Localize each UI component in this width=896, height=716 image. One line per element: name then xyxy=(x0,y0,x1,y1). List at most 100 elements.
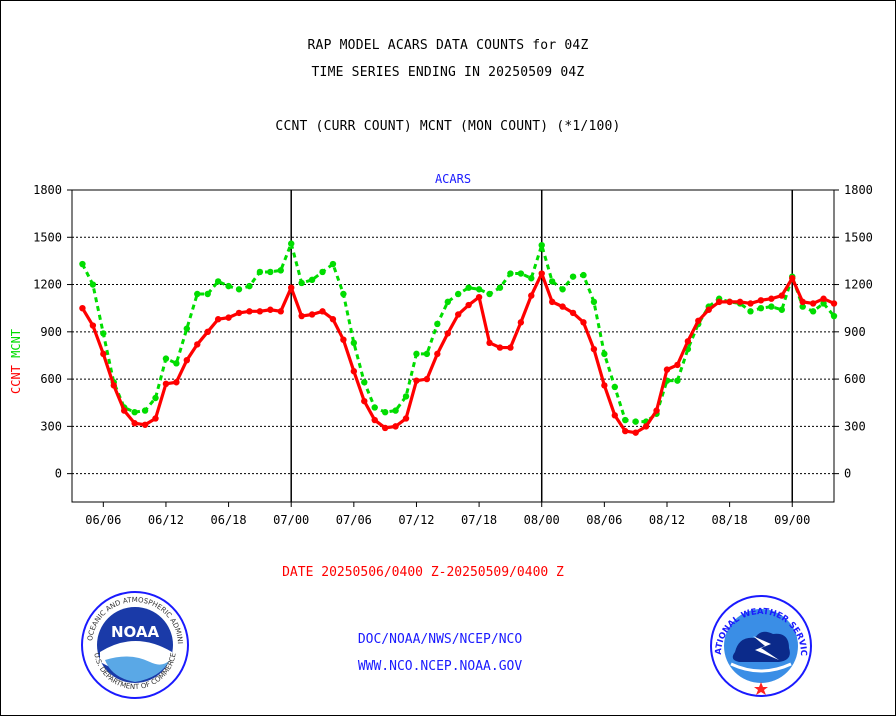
data-point-mcnt xyxy=(569,273,577,280)
data-point-mcnt xyxy=(601,350,608,358)
data-point-mcnt xyxy=(507,270,514,277)
data-point-mcnt xyxy=(277,267,284,274)
x-tick-label: 08/12 xyxy=(649,513,685,527)
data-point-ccnt xyxy=(100,350,107,358)
data-point-ccnt xyxy=(79,304,86,312)
data-point-mcnt xyxy=(204,290,211,298)
data-point-mcnt xyxy=(225,282,232,290)
data-point-ccnt xyxy=(642,423,650,430)
y-tick-label-right: 600 xyxy=(844,372,866,386)
data-point-mcnt xyxy=(183,325,191,332)
data-point-ccnt xyxy=(141,421,149,428)
chart-title-acars: ACARS xyxy=(435,172,471,186)
data-point-mcnt xyxy=(381,408,389,416)
y-tick-label-left: 1500 xyxy=(33,230,62,244)
data-point-mcnt xyxy=(757,304,765,312)
data-point-ccnt xyxy=(465,301,472,309)
data-point-ccnt xyxy=(246,308,253,315)
date-range-label: DATE 20250506/0400 Z-20250509/0400 Z xyxy=(282,565,564,580)
data-point-mcnt xyxy=(455,290,462,298)
data-point-mcnt xyxy=(214,278,222,285)
data-point-mcnt xyxy=(267,268,274,276)
data-point-ccnt xyxy=(162,380,170,388)
data-point-mcnt xyxy=(402,393,410,400)
data-point-mcnt xyxy=(194,290,201,298)
chart-title-line1: RAP MODEL ACARS DATA COUNTS for 04Z xyxy=(307,38,589,53)
x-tick-label: 08/18 xyxy=(712,513,748,527)
data-point-mcnt xyxy=(298,279,305,287)
data-point-ccnt xyxy=(684,338,692,345)
data-point-mcnt xyxy=(799,303,806,310)
x-tick-label: 06/18 xyxy=(211,513,247,527)
data-point-ccnt xyxy=(183,356,191,364)
data-point-ccnt xyxy=(225,314,232,321)
y-tick-label-left: 300 xyxy=(40,419,62,433)
data-point-ccnt xyxy=(455,311,462,318)
data-point-ccnt xyxy=(601,382,608,389)
data-point-ccnt xyxy=(392,423,399,430)
data-point-mcnt xyxy=(475,286,483,293)
x-tick-label: 08/00 xyxy=(524,513,560,527)
y-tick-label-right: 1500 xyxy=(844,230,873,244)
data-point-ccnt xyxy=(726,298,733,306)
data-point-ccnt xyxy=(361,397,368,405)
data-point-mcnt xyxy=(162,355,170,362)
data-point-ccnt xyxy=(580,319,587,326)
y-axis-label: CCNT MCNT xyxy=(9,329,23,394)
x-tick-label: 06/12 xyxy=(148,513,184,527)
data-point-ccnt xyxy=(110,382,117,389)
data-point-mcnt xyxy=(152,394,159,402)
data-point-mcnt xyxy=(768,303,775,310)
data-point-mcnt xyxy=(820,300,827,307)
data-point-mcnt xyxy=(548,278,556,285)
data-point-mcnt xyxy=(778,306,786,313)
data-point-mcnt xyxy=(580,271,587,279)
data-point-ccnt xyxy=(496,344,504,351)
data-point-ccnt xyxy=(277,308,284,315)
website-link[interactable]: WWW.NCO.NCEP.NOAA.GOV xyxy=(357,659,523,674)
data-point-ccnt xyxy=(214,316,222,323)
x-tick-label: 06/06 xyxy=(85,513,121,527)
data-point-mcnt xyxy=(590,298,598,306)
data-point-mcnt xyxy=(79,260,86,268)
data-point-mcnt xyxy=(434,320,441,328)
data-point-ccnt xyxy=(538,270,545,277)
data-point-ccnt xyxy=(548,298,556,306)
data-point-ccnt xyxy=(768,295,775,302)
data-point-ccnt xyxy=(799,298,806,306)
data-point-ccnt xyxy=(653,407,660,414)
data-point-mcnt xyxy=(611,383,618,391)
doc-link[interactable]: DOC/NOAA/NWS/NCEP/NCO xyxy=(357,632,523,647)
nws-logo: NATIONAL WEATHER SERVICE xyxy=(709,594,812,697)
data-point-ccnt xyxy=(434,350,441,358)
data-point-ccnt xyxy=(413,377,420,384)
data-point-ccnt xyxy=(267,306,274,313)
data-point-ccnt xyxy=(611,412,618,419)
data-point-ccnt xyxy=(235,309,243,317)
data-point-mcnt xyxy=(371,404,378,411)
chart-title-line2: TIME SERIES ENDING IN 20250509 04Z xyxy=(311,65,585,80)
data-point-mcnt xyxy=(329,260,337,268)
data-point-ccnt xyxy=(528,292,535,299)
y-tick-label-right: 1800 xyxy=(844,183,873,197)
y-tick-label-left: 1200 xyxy=(33,278,62,292)
x-tick-label: 07/12 xyxy=(398,513,434,527)
y-tick-label-left: 900 xyxy=(40,325,62,339)
data-point-mcnt xyxy=(830,312,838,320)
data-point-ccnt xyxy=(444,330,451,337)
data-point-ccnt xyxy=(715,298,723,306)
data-point-mcnt xyxy=(256,268,264,276)
x-tick-label: 09/00 xyxy=(774,513,810,527)
data-point-ccnt xyxy=(590,345,598,353)
series-line-mcnt xyxy=(81,242,836,424)
data-point-mcnt xyxy=(350,339,358,347)
data-point-mcnt xyxy=(361,379,368,386)
data-point-ccnt xyxy=(632,429,639,436)
data-point-ccnt xyxy=(778,292,786,299)
data-point-ccnt xyxy=(809,300,817,307)
data-point-ccnt xyxy=(329,316,337,323)
data-point-mcnt xyxy=(528,275,535,282)
data-point-mcnt xyxy=(89,281,97,288)
data-point-ccnt xyxy=(308,311,316,318)
data-point-mcnt xyxy=(622,416,629,424)
